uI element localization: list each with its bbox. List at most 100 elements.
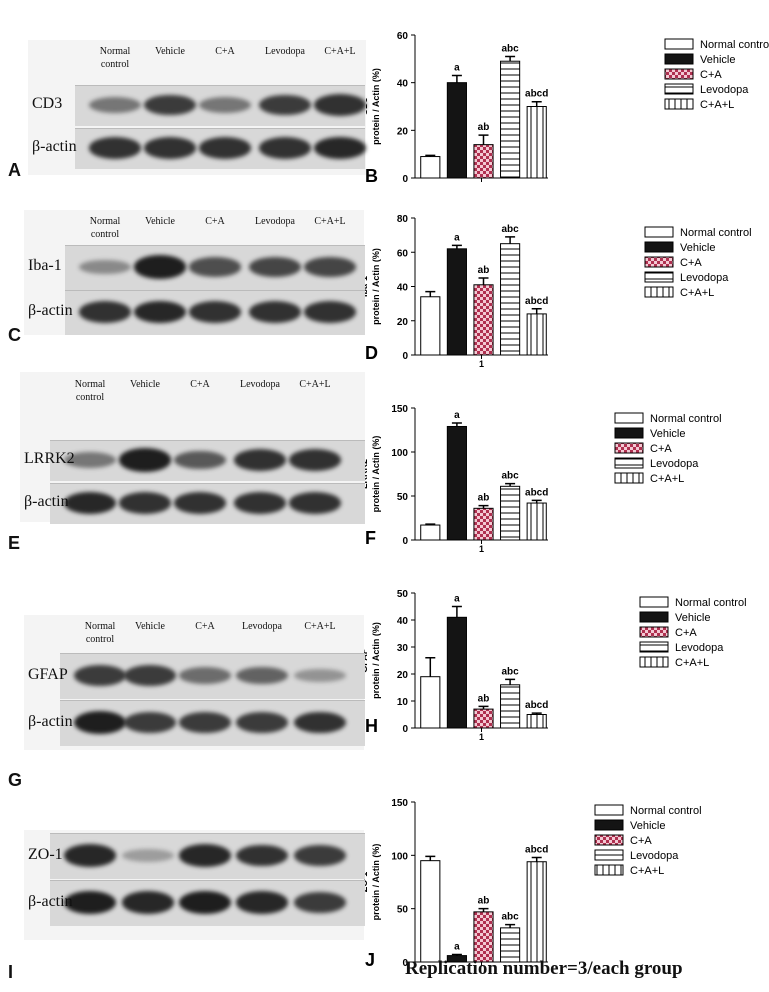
legend-label: Levodopa xyxy=(630,850,679,862)
error-bar xyxy=(505,923,516,928)
band xyxy=(294,892,346,913)
bar xyxy=(420,676,441,729)
bar xyxy=(500,243,521,356)
error-bar xyxy=(478,907,489,912)
legend-label: C+A+L xyxy=(630,865,664,877)
band xyxy=(122,891,174,914)
error-bar xyxy=(425,154,436,157)
panel-letter: E xyxy=(8,533,21,553)
legend-label: C+A+L xyxy=(680,287,714,299)
lane-label: C+A+L xyxy=(299,379,331,390)
legend-swatch xyxy=(594,834,624,846)
y-tick-label: 0 xyxy=(402,174,408,185)
footer: Replication number=3/each group xyxy=(405,958,683,979)
annotation: ab xyxy=(478,896,490,907)
row-label: β-actin xyxy=(28,302,73,319)
legend-label: Normal control xyxy=(700,39,769,51)
row-label: CD3 xyxy=(32,95,63,112)
y-tick-label: 150 xyxy=(391,798,408,809)
legend-label: Vehicle xyxy=(650,428,685,440)
band xyxy=(236,844,288,867)
annotation: abc xyxy=(501,224,519,235)
bar xyxy=(526,313,547,356)
legend-swatch xyxy=(614,412,644,424)
bar xyxy=(526,714,547,729)
band xyxy=(199,97,251,113)
error-bar xyxy=(478,277,489,285)
band xyxy=(122,849,174,862)
legend-swatch xyxy=(639,611,669,623)
annotation: abcd xyxy=(525,296,548,307)
annotation: abc xyxy=(501,471,519,482)
legend-label: C+A xyxy=(680,257,702,269)
band xyxy=(89,137,141,159)
y-tick-label: 20 xyxy=(397,670,409,681)
error-bar xyxy=(478,504,489,509)
error-bar xyxy=(451,953,462,956)
band xyxy=(144,137,196,159)
lane-label: Levodopa xyxy=(242,621,282,632)
row-label: Iba-1 xyxy=(28,257,62,274)
row-label: LRRK2 xyxy=(24,450,75,467)
y-tick-label: 30 xyxy=(397,643,409,654)
bar xyxy=(446,616,467,729)
band xyxy=(189,257,241,277)
y-tick-label: 50 xyxy=(397,905,409,916)
panel-letter: F xyxy=(365,528,376,548)
bar xyxy=(446,82,467,179)
row-label: β-actin xyxy=(24,493,69,510)
bar xyxy=(500,485,521,541)
y-tick-label: 20 xyxy=(397,126,409,137)
legend-swatch xyxy=(594,819,624,831)
band xyxy=(249,257,301,277)
y-tick-label: 100 xyxy=(391,448,408,459)
error-bar xyxy=(505,678,516,685)
band xyxy=(144,94,196,116)
legend-swatch xyxy=(614,427,644,439)
panel-letter: I xyxy=(8,962,14,982)
band xyxy=(179,844,231,867)
error-bar xyxy=(478,134,489,145)
annotation: a xyxy=(454,410,460,421)
band xyxy=(236,666,288,685)
lane-label: C+A xyxy=(195,621,215,632)
lane-label: Normal control xyxy=(99,46,131,70)
legend-label: C+A xyxy=(630,835,652,847)
legend-swatch xyxy=(644,241,674,253)
band xyxy=(189,301,241,323)
error-bar xyxy=(531,100,542,107)
error-bar xyxy=(425,855,436,861)
y-tick-label: 40 xyxy=(397,79,409,90)
annotation: a xyxy=(454,942,460,953)
band xyxy=(314,136,366,160)
band xyxy=(124,665,176,686)
lane-label: Vehicle xyxy=(155,46,185,57)
lane-label: C+A xyxy=(205,216,225,227)
annotation: abcd xyxy=(525,700,548,711)
y-axis-label: protein / Actin (%) xyxy=(371,248,381,325)
bar xyxy=(500,927,521,963)
legend-label: C+A xyxy=(650,443,672,455)
y-tick-label: 0 xyxy=(402,536,408,547)
bar xyxy=(473,144,494,179)
band xyxy=(304,301,356,323)
row-label: ZO-1 xyxy=(28,845,63,863)
legend-label: Levodopa xyxy=(675,642,724,654)
y-tick-label: 100 xyxy=(391,851,408,862)
y-tick-label: 40 xyxy=(397,283,409,294)
error-bar xyxy=(478,705,489,710)
band xyxy=(179,890,231,915)
bar xyxy=(420,524,441,541)
legend-swatch xyxy=(614,457,644,469)
y-tick-label: 40 xyxy=(397,616,409,627)
error-bar xyxy=(505,236,516,244)
legend-label: Vehicle xyxy=(630,820,665,832)
row-label: GFAP xyxy=(28,665,68,683)
error-bar xyxy=(505,55,516,62)
y-tick-label: 80 xyxy=(397,214,409,225)
bar xyxy=(526,502,547,541)
band xyxy=(64,491,116,515)
lane-label: Vehicle xyxy=(130,379,160,390)
legend-label: Normal control xyxy=(680,227,752,239)
band xyxy=(79,259,131,275)
